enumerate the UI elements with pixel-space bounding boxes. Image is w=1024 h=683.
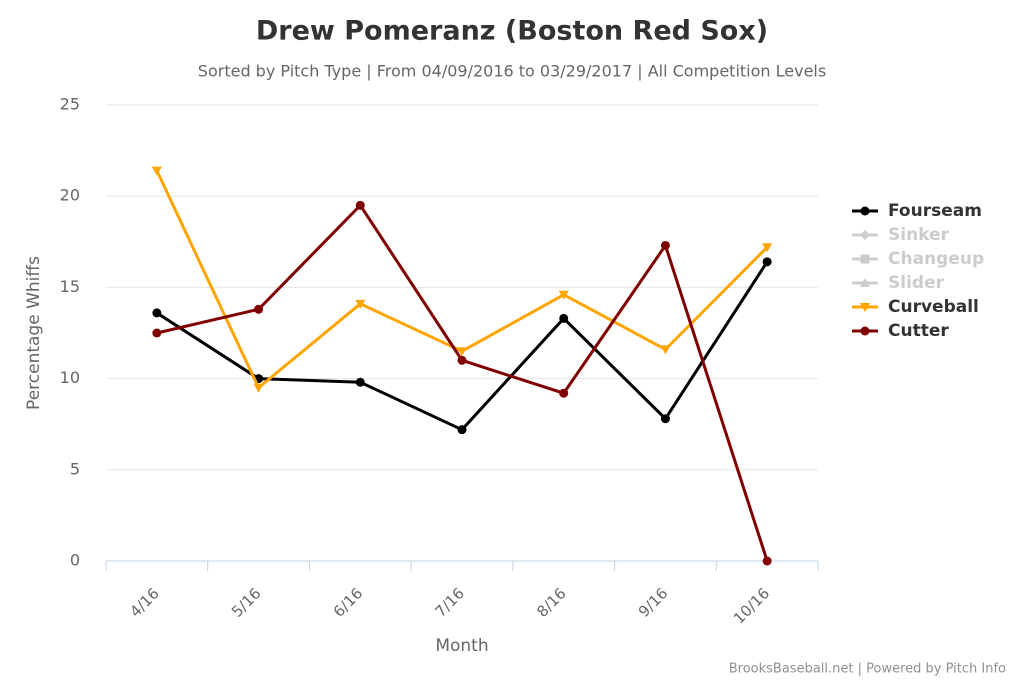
y-tick-label: 10 [60, 368, 80, 387]
legend-marker [860, 303, 870, 312]
data-point [558, 290, 569, 300]
data-point [457, 425, 467, 435]
data-point [762, 556, 772, 566]
data-point [152, 328, 162, 338]
legend-marker [860, 326, 870, 336]
y-axis-label: Percentage Whiffs [24, 256, 44, 410]
legend-label: Curveball [888, 297, 979, 317]
x-axis-label: Month [435, 636, 488, 656]
chart-subtitle: Sorted by Pitch Type | From 04/09/2016 t… [198, 62, 826, 81]
legend-marker [860, 278, 870, 287]
x-tick-label: 6/16 [330, 584, 367, 621]
legend-marker [860, 254, 870, 264]
data-point [762, 243, 773, 253]
data-point [152, 308, 162, 318]
legend-marker [860, 230, 870, 240]
legend-label: Slider [888, 273, 945, 293]
x-tick-label: 5/16 [228, 584, 265, 621]
data-point [355, 377, 365, 387]
series-line [156, 202, 769, 562]
y-tick-label: 5 [70, 459, 80, 478]
x-tick-label: 10/16 [730, 584, 773, 627]
legend-label: Changeup [888, 249, 984, 269]
legend-marker [860, 206, 870, 216]
x-tick-label: 7/16 [431, 584, 468, 621]
legend-label: Sinker [888, 225, 950, 245]
data-point [762, 257, 772, 267]
data-point [660, 414, 670, 424]
y-tick-label: 15 [60, 277, 80, 296]
data-point [559, 313, 569, 323]
data-point [253, 383, 264, 393]
data-point [254, 304, 264, 314]
x-tick-label: 4/16 [126, 584, 163, 621]
x-tick-label: 8/16 [533, 584, 570, 621]
data-point [355, 299, 366, 309]
chart-title: Drew Pomeranz (Boston Red Sox) [256, 16, 768, 47]
y-tick-label: 0 [70, 551, 80, 570]
data-point [660, 240, 670, 250]
data-point [457, 347, 467, 357]
data-point [457, 355, 467, 365]
x-tick-label: 9/16 [635, 584, 672, 621]
y-tick-label: 20 [60, 186, 80, 205]
legend-label: Cutter [888, 321, 949, 341]
legend-label: Fourseam [888, 201, 982, 221]
data-point [355, 200, 365, 210]
credit: BrooksBaseball.net | Powered by Pitch In… [729, 662, 1006, 677]
data-point [660, 345, 671, 355]
data-point [559, 388, 569, 398]
y-tick-label: 25 [60, 95, 80, 114]
data-point [151, 166, 162, 176]
